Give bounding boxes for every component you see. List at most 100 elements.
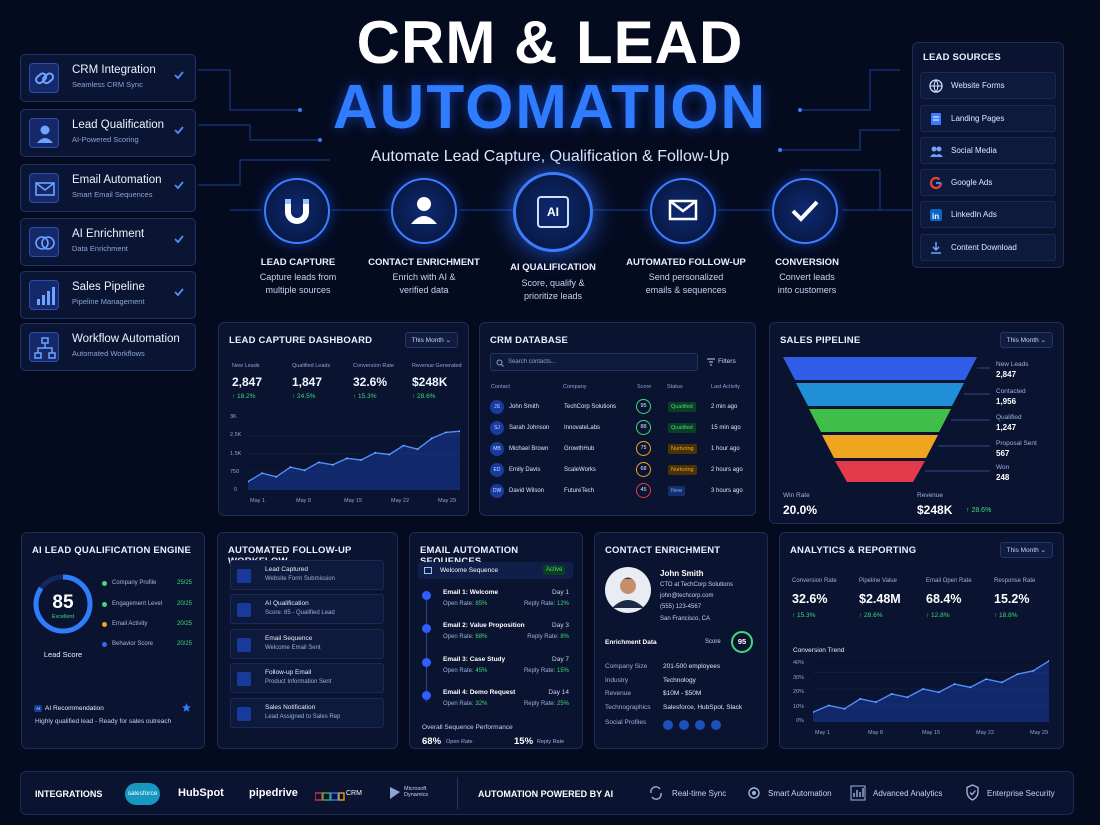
chart-point [922,688,925,690]
x-tick: May 1 [815,730,830,736]
contact-email[interactable]: john@techcorp.com [660,593,714,599]
period-dropdown[interactable]: This Month ⌄ [404,332,458,348]
workflow-step[interactable]: Lead Captured Website Form Submission [230,560,384,590]
revenue-delta: ↑ 28.6% [966,507,992,514]
table-row[interactable]: JS John Smith TechCorp Solutions 95 Quali… [490,397,748,418]
svg-text:in: in [932,212,939,221]
search-input[interactable]: Search contacts... [490,353,698,371]
feature-card-workflow-automation[interactable]: Workflow Automation Automated Workflows [20,323,196,371]
funnel-stage-qualified [809,409,951,432]
lead-source-content-download[interactable]: Content Download [920,234,1056,261]
footer-bar [20,771,1074,815]
table-header: Contact [491,384,510,390]
email-step[interactable]: Email 1: Welcome Day 1 Open Rate: 85% Reply… [420,587,575,617]
funnel-stage-won [835,461,925,482]
x-tick: May 29 [1030,730,1049,736]
overall-open-value: 68% [422,736,442,747]
chart-point [906,696,909,699]
linkedin-icon[interactable] [663,720,673,730]
lead-source-social-media[interactable]: Social Media [920,137,1056,164]
lead-source-google-ads[interactable]: Google Ads [920,169,1056,196]
field-value: Salesforce, HubSpot, Slack [663,704,743,711]
chart-point [1048,660,1049,662]
feature-card-subtitle: Smart Email Sequences [72,190,153,199]
table-row[interactable]: DW David Wilson FutureTech 45 New 3 hours… [490,481,748,502]
lead-capture-chart [248,418,460,490]
kpi-label: Qualified Leads [292,363,331,369]
workflow-step[interactable]: Sales Notification Lead Assigned to Sales… [230,698,384,728]
ai-recommendation-text: Highly qualified lead - Ready for sales … [35,718,172,725]
feature-card-ai-enrichment[interactable]: AI Enrichment Data Enrichment [20,218,196,266]
overall-reply-value: 15% [514,736,534,747]
chart-point [1032,669,1035,672]
workflow-step[interactable]: Follow-up Email Product Information Sent [230,663,384,693]
user-icon [29,118,59,148]
workflow-step[interactable]: Email Sequence Welcome Email Sent [230,629,384,659]
lead-source-landing-pages[interactable]: Landing Pages [920,105,1056,132]
flow-node-ai-qualification[interactable]: AI [513,172,593,252]
score-badge: 95 [636,399,651,414]
document-icon [931,113,941,125]
y-tick: 30% [793,675,805,681]
chart-point [937,691,940,694]
title-line1: CRM & LEAD [356,9,744,76]
analytics-icon [850,785,866,801]
flow-title: AUTOMATED FOLLOW-UP [626,257,746,268]
chart-point [875,701,877,704]
email-step[interactable]: Email 3: Case Study Day 7 Open Rate: 45% Re… [420,654,575,684]
period-dropdown[interactable]: This Month ⌄ [999,542,1053,558]
workflow-step[interactable]: AI Qualification Score: 85 - Qualified Le… [230,594,384,624]
link-icon[interactable] [711,720,721,730]
chart-point [289,466,292,469]
feature-card-crm-integration[interactable]: CRM Integration Seamless CRM Sync [20,54,196,102]
ai-badge: AI [34,705,43,712]
mail-icon [237,672,251,686]
flow-desc: Capture leads from multiple sources [259,272,337,295]
lead-source-website-forms[interactable]: Website Forms [920,72,1056,99]
feature-card-title: AI Enrichment [72,228,145,240]
ai-qualification-panel: AI LEAD QUALIFICATION ENGINE [21,532,205,749]
panel-title: CONTACT ENRICHMENT [605,545,721,556]
feature-card-email-automation[interactable]: Email Automation Smart Email Sequences [20,164,196,212]
feature-card-sales-pipeline[interactable]: Sales Pipeline Pipeline Management [20,271,196,319]
flow-desc: Enrich with AI & verified data [392,272,456,295]
twitter-icon[interactable] [679,720,689,730]
lead-source-label: Google Ads [951,178,993,187]
feature-label: Enterprise Security [987,789,1055,798]
lead-source-linkedin-ads[interactable]: in LinkedIn Ads [920,201,1056,228]
sequence-header[interactable]: Welcome Sequence Active [418,562,573,579]
revenue-value: $248K [917,503,953,517]
email-step[interactable]: Email 4: Demo Request Day 14 Open Rate: 32… [420,687,575,717]
funnel-label: New Leads [996,361,1029,368]
check-icon [174,181,184,190]
flow-node-automated-follow-up[interactable] [650,178,716,244]
table-row[interactable]: ED Emily Davis ScaleWorks 68 Nurturing 2 … [490,460,748,481]
feature-card-lead-qualification[interactable]: Lead Qualification AI-Powered Scoring [20,109,196,157]
period-dropdown[interactable]: This Month ⌄ [999,332,1053,348]
kpi-value: 1,847 [292,375,323,389]
flow-node-contact-enrichment[interactable] [391,178,457,244]
chart-point [985,678,987,680]
table-row[interactable]: SJ Sarah Johnson InnovateLabs 88 Qualifie… [490,418,748,439]
funnel-label: Contacted [996,388,1026,395]
chart-point [843,707,846,710]
star-icon [182,703,191,712]
integrations-label: INTEGRATIONS [35,789,103,799]
feature-card-subtitle: Automated Workflows [72,349,145,358]
table-row[interactable]: MB Michael Brown GrowthHub 75 Nurturing 1… [490,439,748,460]
chart-point [890,693,893,695]
facebook-icon[interactable] [695,720,705,730]
flow-node-conversion[interactable] [772,178,838,244]
kpi-delta: ↑ 24.5% [292,393,316,400]
mail-icon [237,638,251,652]
kpi-value: 32.6% [353,375,388,389]
flow-node-lead-capture[interactable] [264,178,330,244]
filters-button[interactable]: Filters [703,353,745,371]
avatar: SJ [490,421,504,435]
chart-point [1016,673,1019,676]
ai-icon [237,603,251,617]
chart-point [346,457,348,460]
email-step[interactable]: Email 2: Value Proposition Day 3 Open Rate… [420,620,575,650]
panel-title: EMAIL AUTOMATION SEQUENCES [420,545,519,567]
feature-label: Advanced Analytics [873,789,943,798]
